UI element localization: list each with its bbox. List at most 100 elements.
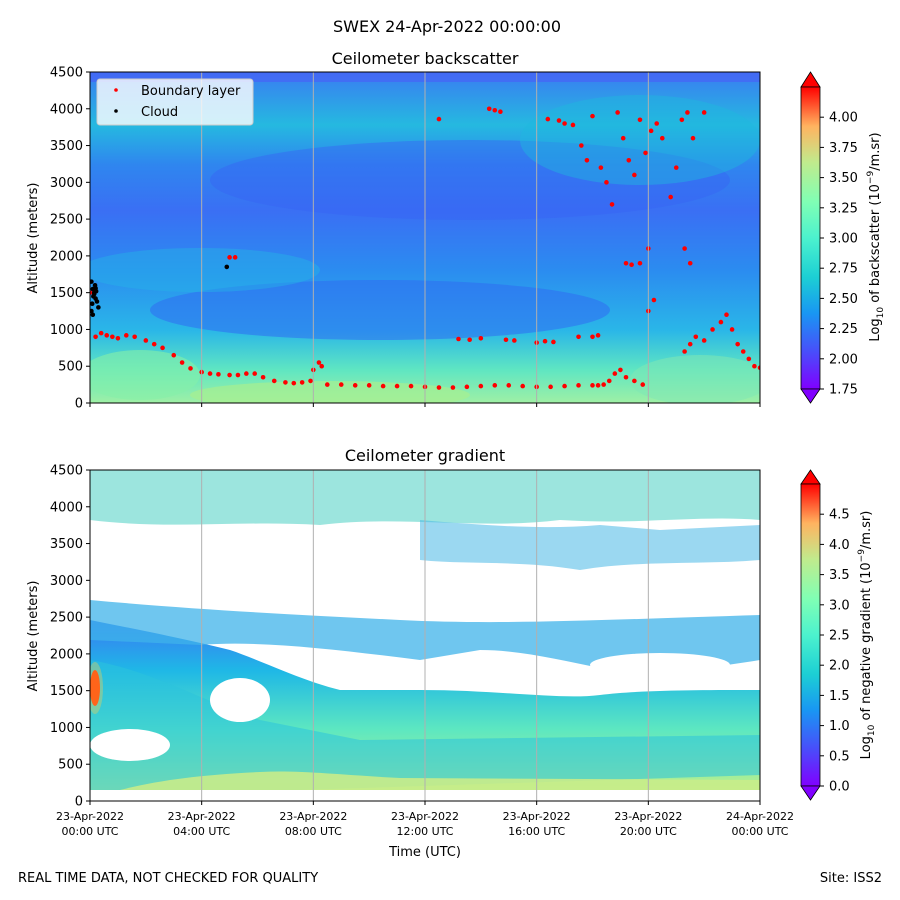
boundary-layer-point: [623, 374, 629, 380]
boundary-layer-point: [659, 135, 665, 141]
boundary-layer-point: [436, 116, 442, 122]
x-tick-label-time: 04:00 UTC: [173, 825, 230, 838]
cb-label-sup: −9: [857, 549, 867, 563]
boundary-layer-point: [724, 312, 729, 318]
boundary-layer-point: [590, 383, 595, 388]
cb-label-sup: −9: [866, 171, 876, 185]
boundary-layer-point: [643, 150, 648, 156]
boundary-layer-point: [615, 110, 620, 115]
boundary-layer-point: [244, 371, 249, 376]
backscatter-colorbar: 1.75 2.00 2.25 2.50 2.75 3.00 3.25 3.50 3.75 4.00…: [800, 71, 886, 404]
boundary-layer-point: [626, 157, 632, 163]
boundary-layer-point: [308, 378, 313, 384]
x-tick-label-time: 00:00 UTC: [731, 825, 788, 838]
boundary-layer-point: [520, 383, 526, 389]
boundary-layer-point: [123, 333, 129, 338]
cloud-point: [90, 301, 95, 306]
gradient-gap: [390, 563, 570, 607]
y-tick-label: 2500: [50, 611, 83, 626]
boundary-layer-point: [90, 290, 93, 295]
boundary-layer-point: [506, 383, 512, 388]
boundary-layer-point: [324, 382, 330, 387]
boundary-layer-point: [590, 334, 595, 340]
colorbar-extend-top: [800, 71, 821, 88]
backscatter-title: Ceilometer backscatter: [332, 49, 519, 68]
boundary-layer-point: [701, 338, 707, 343]
boundary-layer-point: [576, 334, 581, 340]
colorbar-tick-label: 1.0: [829, 719, 850, 734]
x-tick-label-date: 23-Apr-2022: [279, 810, 347, 823]
boundary-layer-point: [478, 335, 484, 341]
cb-label-end: /m.sr): [868, 132, 883, 170]
colorbar-tick-label: 1.75: [829, 383, 858, 398]
boundary-layer-point: [637, 260, 643, 266]
boundary-layer-point: [595, 383, 601, 388]
boundary-layer-point: [576, 383, 581, 388]
boundary-layer-point: [283, 380, 288, 385]
boundary-layer-point: [601, 382, 606, 387]
boundary-layer-point: [620, 135, 626, 141]
gradient-band-top2: [420, 520, 760, 570]
boundary-layer-point: [562, 383, 567, 389]
gradient-panel: Ceilometer gradient 0 500 10: [26, 446, 877, 860]
boundary-layer-point: [687, 260, 693, 266]
figure-suptitle: SWEX 24-Apr-2022 00:00:00: [333, 17, 561, 36]
gradient-y-axis: 0 500 1000 1500 2000 2500 3000 3500 4000 4500: [50, 464, 90, 810]
colorbar-ticks: 0.0 0.5 1.0 1.5 2.0 2.5 3.0 3.5 4.0 4.5: [820, 508, 850, 795]
boundary-layer-point: [551, 339, 556, 345]
y-tick-label: 3000: [50, 574, 83, 589]
colorbar-tick-label: 2.00: [829, 352, 858, 367]
boundary-layer-point: [260, 374, 266, 380]
backscatter-x-ticks: [89, 403, 761, 407]
boundary-layer-point: [562, 121, 567, 126]
boundary-layer-point: [486, 106, 492, 112]
boundary-layer-point: [115, 335, 121, 341]
boundary-layer-point: [556, 118, 562, 123]
backscatter-region: [90, 350, 200, 400]
boundary-layer-point: [104, 333, 110, 338]
cloud-point: [96, 305, 101, 310]
cloud-point: [91, 294, 96, 299]
gradient-ylabel: Altitude (meters): [26, 581, 41, 692]
boundary-layer-point: [366, 383, 372, 388]
boundary-layer-point: [179, 360, 185, 365]
cloud-point: [93, 288, 99, 294]
gradient-title: Ceilometer gradient: [345, 446, 505, 465]
cb-label-rest: of backscatter (10: [868, 184, 883, 307]
boundary-layer-point: [632, 378, 637, 384]
boundary-layer-point: [579, 143, 584, 148]
backscatter-region: [520, 95, 760, 185]
colorbar-extend-bottom: [800, 785, 821, 801]
boundary-layer-point: [436, 385, 442, 390]
backscatter-y-axis: 0 500 1000 1500 2000 2500 3000 3500 4000 4500: [50, 66, 90, 412]
cb-label-end: /m.sr): [859, 511, 874, 549]
boundary-layer-point: [598, 165, 604, 170]
boundary-layer-point: [548, 384, 553, 390]
boundary-layer-point: [648, 128, 654, 134]
legend-box: [96, 78, 254, 126]
gradient-gap: [210, 678, 270, 722]
boundary-layer-point: [464, 384, 470, 390]
boundary-layer-point: [590, 113, 595, 119]
boundary-layer-point: [98, 330, 104, 336]
gradient-hotspot: [90, 670, 100, 706]
cloud-point: [92, 283, 98, 288]
boundary-layer-point: [682, 246, 687, 251]
gradient-xlabel: Time (UTC): [388, 845, 461, 860]
colorbar-tick-label: 2.75: [829, 262, 858, 277]
boundary-layer-point: [394, 383, 400, 389]
backscatter-colorbar-label: Log10 of backscatter (10−9/m.sr): [866, 132, 886, 341]
boundary-layer-point: [232, 255, 238, 260]
boundary-layer-point: [640, 382, 646, 387]
cb-label-sub: 10: [867, 724, 877, 736]
boundary-layer-point: [612, 371, 618, 376]
boundary-layer-point: [492, 383, 498, 388]
gradient-hotspot-halo: [90, 662, 103, 714]
boundary-layer-point: [718, 319, 724, 325]
cloud-points: [90, 264, 230, 318]
colorbar-ticks: 1.75 2.00 2.25 2.50 2.75 3.00 3.25 3.50 3.75 4.00: [820, 111, 858, 398]
y-tick-label: 3500: [50, 139, 83, 154]
y-tick-label: 4500: [50, 66, 83, 81]
colorbar-tick-label: 3.5: [829, 568, 850, 583]
colorbar-tick-label: 4.0: [829, 538, 850, 553]
